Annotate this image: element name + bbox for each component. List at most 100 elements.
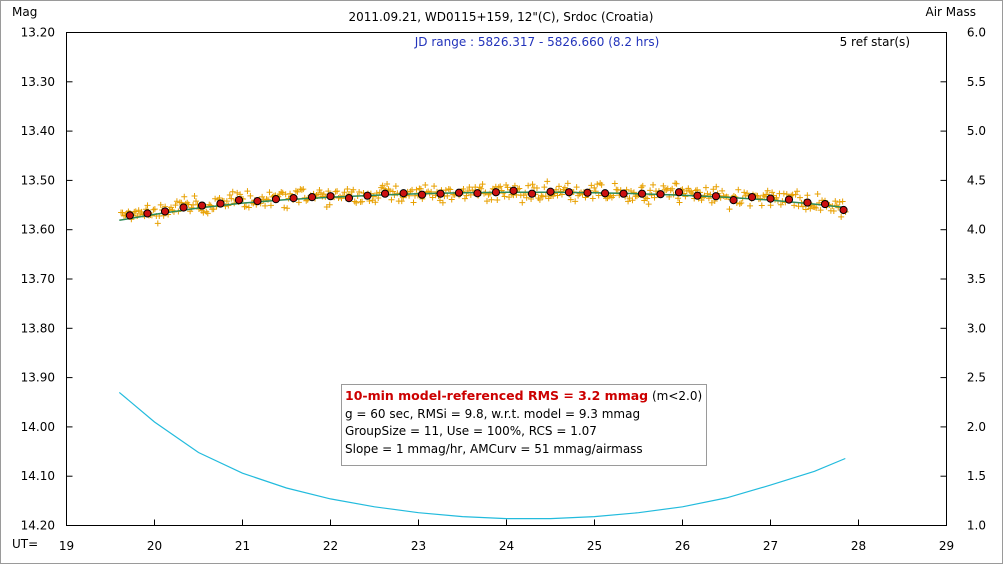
measurement-point: [144, 202, 151, 209]
x-tick-label: 19: [59, 539, 74, 553]
binned-point: [711, 192, 721, 201]
measurement-point: [278, 188, 285, 195]
measurement-point: [267, 202, 274, 209]
y-left-tick-label: 13.20: [21, 26, 55, 40]
measurement-point: [573, 184, 580, 191]
x-tick-label: 21: [235, 539, 250, 553]
measurement-point: [486, 190, 493, 197]
binned-point: [380, 189, 390, 198]
measurement-point: [611, 180, 618, 187]
measurement-point: [758, 202, 765, 209]
measurement-point: [410, 199, 417, 206]
measurement-point: [651, 194, 658, 201]
binned-point: [491, 188, 501, 197]
y-right-tick-label: 1.5: [967, 469, 986, 483]
measurement-point: [814, 190, 821, 197]
binned-point: [326, 192, 335, 201]
y-left-tick-label: 14.20: [21, 519, 55, 533]
measurement-point: [244, 188, 251, 195]
measurement-point: [228, 195, 235, 202]
measurement-point: [413, 186, 420, 193]
y-left-tick-label: 13.90: [21, 371, 55, 385]
measurement-point: [154, 220, 161, 227]
x-tick-label: 27: [763, 539, 778, 553]
measurement-point: [767, 202, 774, 209]
measurement-point: [262, 202, 269, 209]
binned-point: [234, 196, 244, 205]
measurement-point: [660, 182, 667, 189]
binned-point: [766, 194, 775, 203]
x-tick-label: 25: [587, 539, 602, 553]
measurement-point: [698, 197, 705, 204]
binned-point: [399, 189, 408, 198]
x-tick-label: 26: [675, 539, 690, 553]
measurement-point: [536, 196, 543, 203]
measurement-point: [720, 192, 727, 199]
measurement-point: [544, 178, 551, 185]
measurement-point: [799, 203, 806, 210]
x-tick-label: 29: [939, 539, 954, 553]
measurement-point: [773, 194, 780, 201]
measurement-point: [279, 189, 286, 196]
measurement-point: [554, 192, 561, 199]
measurement-point: [242, 203, 249, 210]
measurement-point: [173, 198, 180, 205]
measurement-point: [353, 199, 360, 206]
measurement-point: [735, 186, 742, 193]
measurement-point: [625, 198, 632, 205]
airmass-curve: [118, 391, 846, 520]
ref-stars-label: 5 ref star(s): [840, 35, 910, 49]
measurement-point: [594, 181, 601, 188]
measurement-point: [151, 206, 158, 213]
x-tick-label: 23: [411, 539, 426, 553]
y-left-tick-label: 14.00: [21, 420, 55, 434]
y-left-axis-label: Mag: [12, 5, 37, 19]
measurement-point: [442, 187, 449, 194]
measurement-point: [388, 196, 395, 203]
measurement-point: [207, 202, 214, 209]
binned-point: [454, 188, 464, 197]
binned-point: [656, 190, 665, 199]
measurement-point: [494, 196, 501, 203]
measurement-point: [838, 213, 845, 220]
measurement-point: [384, 180, 391, 187]
binned-point: [473, 189, 482, 198]
measurement-point: [223, 198, 230, 205]
measurement-point: [702, 184, 709, 191]
measurement-point: [326, 201, 333, 208]
measurement-point: [564, 180, 571, 187]
measurement-point: [629, 197, 636, 204]
measurement-point: [204, 210, 211, 217]
measurement-point: [481, 190, 488, 197]
binned-point: [674, 188, 684, 197]
binned-point: [784, 195, 794, 204]
binned-point: [363, 191, 372, 200]
rms-headline: 10-min model-referenced RMS = 3.2 mmag: [345, 388, 649, 403]
binned-point: [509, 186, 518, 195]
measurement-point: [448, 196, 455, 203]
binned-point: [820, 199, 830, 209]
measurement-point: [792, 191, 799, 198]
measurement-point: [150, 206, 157, 213]
binned-point: [289, 194, 298, 203]
binned-point: [160, 207, 170, 216]
measurement-point: [539, 193, 546, 200]
measurement-point: [797, 194, 804, 201]
binned-point: [583, 188, 592, 197]
binned-point: [803, 198, 812, 207]
measurement-point: [351, 198, 358, 205]
binned-point: [143, 209, 152, 218]
measurement-point: [245, 204, 252, 211]
measurement-point: [644, 195, 651, 202]
measurement-point: [675, 195, 682, 202]
measurement-point: [589, 195, 596, 202]
binned-point: [839, 205, 848, 215]
binned-point: [600, 189, 610, 198]
binned-point: [564, 188, 574, 197]
measurement-point: [645, 201, 652, 208]
y-right-tick-label: 2.0: [967, 420, 986, 434]
info-line-cadence: g = 60 sec, RMSi = 9.8, w.r.t. model = 9…: [345, 406, 641, 421]
measurement-point: [572, 198, 579, 205]
